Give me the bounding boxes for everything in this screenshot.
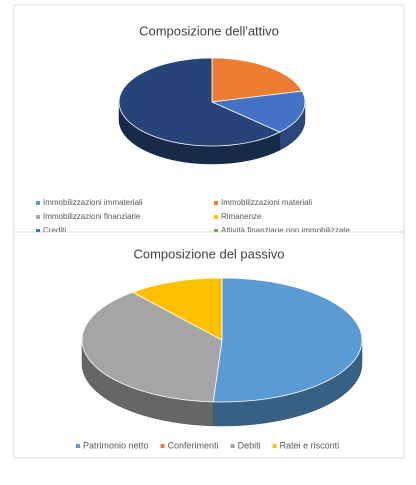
legend-label: Ratei e risconti (280, 440, 340, 450)
pie-slice (212, 277, 363, 403)
legend-label: Conferimenti (168, 440, 219, 450)
legend-label: Attività finanziarie non immobilizzate (221, 226, 350, 235)
legend-label: Immobilizzazioni immateriali (43, 198, 143, 207)
legend-swatch (214, 201, 218, 205)
legend-swatch (272, 444, 277, 448)
legend-swatch (214, 229, 218, 232)
legend-swatch (214, 215, 218, 219)
pie-slice (131, 277, 223, 341)
legend-swatch (36, 201, 40, 205)
legend-label: Debiti (238, 440, 261, 450)
legend-swatch (36, 229, 40, 232)
legend-label: Patrimonio netto (83, 440, 149, 450)
pie-slice (211, 57, 303, 103)
pie-slice (81, 291, 223, 403)
legend-swatch (76, 444, 80, 448)
legend-swatch (160, 444, 165, 448)
legend-swatch (230, 444, 235, 448)
legend-swatch (36, 215, 40, 219)
legend-label: Immobilizzazioni materiali (221, 198, 312, 207)
pie-slice (118, 57, 281, 147)
chart-title: Composizione dell'attivo (139, 23, 279, 38)
chart: Composizione dell'attivo Immobilizzazioni… (36, 23, 350, 235)
legend-label: Crediti (43, 226, 66, 235)
legend-label: Rimanenze (221, 212, 262, 221)
pie-slice (210, 90, 306, 133)
chart-title: Composizione del passivo (133, 246, 284, 261)
chart: Composizione del passivo Patrimonio netto… (76, 246, 363, 450)
legend-label: Immobilizzazioni finanziarie (43, 212, 141, 221)
